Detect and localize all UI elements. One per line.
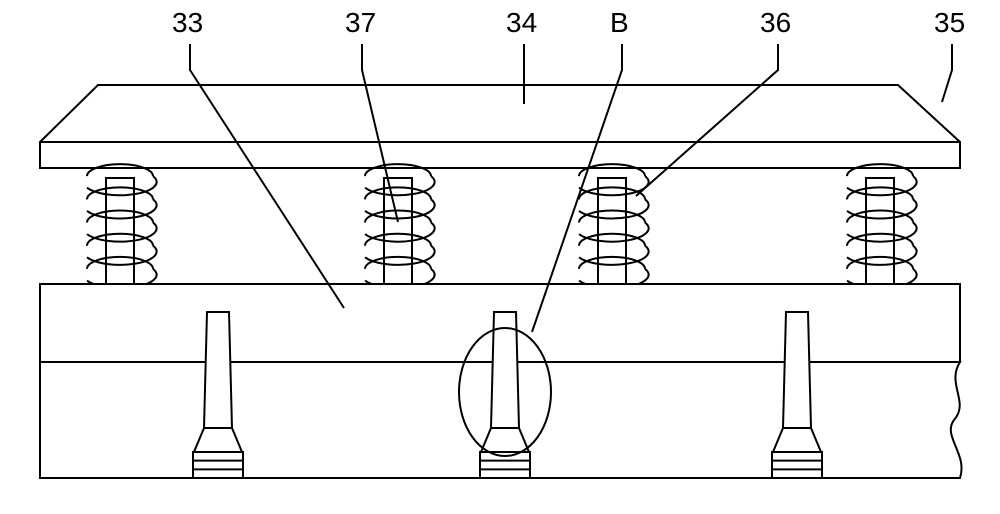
label-33: 33 bbox=[172, 7, 203, 38]
technical-diagram: 33 37 34 B 36 35 bbox=[0, 0, 1000, 514]
leader-line-33 bbox=[190, 44, 344, 308]
leader-line-35 bbox=[942, 44, 952, 102]
label-34: 34 bbox=[506, 7, 537, 38]
label-35: 35 bbox=[934, 7, 965, 38]
label-B: B bbox=[610, 7, 629, 38]
label-37: 37 bbox=[345, 7, 376, 38]
label-36: 36 bbox=[760, 7, 791, 38]
top-plate bbox=[40, 85, 960, 168]
